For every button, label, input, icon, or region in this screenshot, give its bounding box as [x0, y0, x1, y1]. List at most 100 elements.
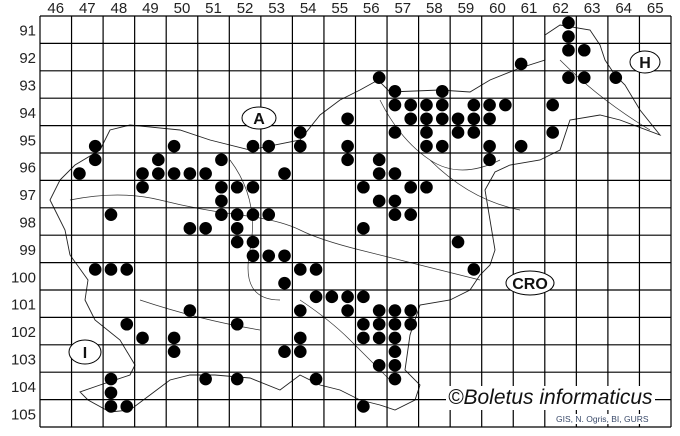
record-dot [309, 290, 323, 304]
record-dot [88, 139, 102, 153]
record-dot [372, 317, 386, 331]
country-label: I [83, 345, 87, 362]
record-dot [230, 180, 244, 194]
record-dot [120, 400, 134, 413]
copyright-text: ©Boletus informaticus [446, 386, 655, 410]
record-dot [372, 153, 386, 167]
row-label: 93 [19, 78, 36, 95]
record-dot [372, 331, 386, 345]
record-dot [167, 139, 181, 153]
record-dot [104, 372, 118, 386]
column-label: 55 [331, 0, 348, 17]
record-dots [73, 16, 623, 413]
column-label: 54 [300, 0, 317, 17]
record-dot [136, 331, 149, 345]
record-dot [199, 372, 212, 386]
record-dot [88, 153, 102, 167]
map-grid [39, 15, 672, 428]
row-label: 100 [11, 269, 36, 286]
record-dot [388, 126, 402, 139]
row-label: 104 [11, 379, 36, 396]
record-dot [451, 235, 465, 249]
record-dot [388, 359, 402, 372]
record-dot [562, 16, 575, 30]
record-dot [388, 85, 402, 98]
column-label: 53 [268, 0, 285, 17]
record-dot [183, 222, 197, 235]
record-dot [88, 263, 102, 276]
record-dot [404, 112, 418, 126]
record-dot [372, 71, 386, 84]
record-dot [372, 359, 386, 372]
record-dot [404, 208, 418, 221]
record-dot [609, 71, 623, 84]
record-dot [230, 317, 244, 331]
record-dot [104, 208, 118, 221]
column-label: 48 [111, 0, 128, 17]
record-dot [167, 167, 181, 180]
record-dot [372, 167, 386, 180]
record-dot [341, 139, 354, 153]
record-dot [467, 112, 481, 126]
country-label-oval [629, 50, 661, 74]
record-dot [404, 180, 418, 194]
record-dot [215, 180, 228, 194]
row-label: 98 [19, 215, 36, 232]
record-dot [562, 71, 575, 84]
record-dot [230, 235, 244, 249]
record-dot [246, 208, 260, 221]
record-dot [388, 317, 402, 331]
column-label: 51 [205, 0, 222, 17]
record-dot [388, 98, 402, 112]
record-dot [104, 386, 118, 400]
record-dot [246, 249, 260, 263]
country-labels: A H CRO I [68, 50, 661, 365]
record-dot [104, 400, 118, 413]
record-dot [341, 290, 354, 304]
record-dot [183, 167, 197, 180]
row-label: 105 [11, 406, 36, 423]
record-dot [435, 139, 449, 153]
record-dot [577, 71, 591, 84]
record-dot [514, 139, 528, 153]
record-dot [420, 98, 433, 112]
record-dot [388, 208, 402, 221]
record-dot [357, 400, 370, 413]
column-label: 58 [426, 0, 443, 17]
record-dot [199, 222, 212, 235]
row-label: 97 [19, 187, 36, 204]
record-dot [499, 98, 512, 112]
record-dot [341, 304, 354, 317]
record-dot [388, 345, 402, 358]
record-dot [420, 112, 433, 126]
record-dot [120, 317, 134, 331]
record-dot [514, 57, 528, 71]
record-dot [215, 208, 228, 221]
record-dot [420, 139, 433, 153]
record-dot [435, 85, 449, 98]
record-dot [230, 222, 244, 235]
credits-text: GIS, N. Ogris, BI, GURS [554, 414, 651, 424]
country-label: A [253, 111, 265, 128]
record-dot [404, 304, 418, 317]
row-label: 101 [11, 297, 36, 314]
column-label: 46 [47, 0, 64, 17]
record-dot [357, 317, 370, 331]
record-dot [246, 235, 260, 249]
record-dot [357, 290, 370, 304]
record-dot [246, 180, 260, 194]
record-dot [309, 372, 323, 386]
record-dot [262, 139, 276, 153]
record-dot [278, 249, 291, 263]
country-label: H [639, 55, 651, 72]
record-dot [467, 263, 481, 276]
record-dot [388, 304, 402, 317]
column-label: 64 [615, 0, 632, 17]
record-dot [278, 345, 291, 358]
record-dot [467, 98, 481, 112]
record-dot [293, 263, 307, 276]
record-dot [483, 112, 496, 126]
record-dot [136, 180, 149, 194]
record-dot [293, 126, 307, 139]
record-dot [341, 153, 354, 167]
